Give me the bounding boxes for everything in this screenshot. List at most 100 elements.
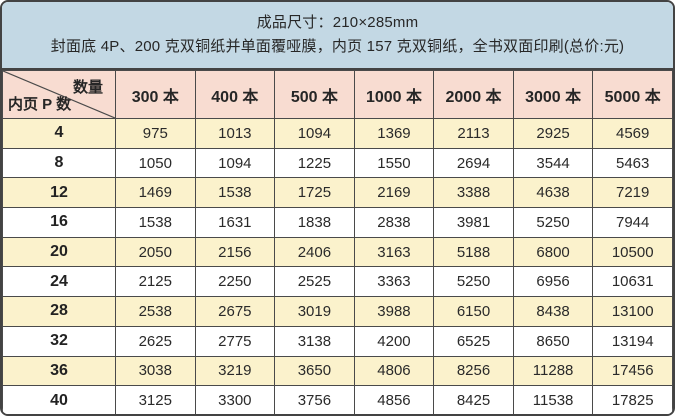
pages-cell: 16 [2,207,116,238]
price-cell: 1725 [274,177,355,209]
price-cell: 17456 [592,355,673,387]
price-cell: 2525 [274,266,355,298]
price-cell: 5463 [592,147,673,179]
price-cell: 6800 [512,236,594,268]
price-cell: 2675 [194,296,276,327]
price-cell: 3388 [433,177,514,209]
spec-material-line: 封面底 4P、200 克双铜纸并单面覆哑膜，内页 157 克双铜纸，全书双面印刷… [50,38,625,55]
price-cell: 2113 [433,118,514,149]
price-cell: 6150 [433,296,514,327]
column-header: 2000 本 [433,70,514,119]
price-cell: 1369 [353,118,435,149]
column-header: 300 本 [115,70,196,119]
price-cell: 2050 [115,236,196,268]
price-cell: 1225 [274,147,355,179]
price-cell: 8650 [512,325,594,357]
price-cell: 6525 [433,325,514,357]
pages-cell: 20 [2,236,116,268]
price-cell: 4638 [512,177,594,209]
table-row: 40 3125 3300 3756 4856 8425 11538 17825 [2,385,673,414]
price-cell: 6956 [512,266,594,298]
price-cell: 8256 [433,355,514,387]
price-cell: 1631 [194,207,276,238]
corner-quantity-label: 数量 [72,79,103,96]
price-cell: 17825 [592,385,673,414]
table-row: 16 1538 1631 1838 2838 3981 5250 7944 [2,207,673,238]
price-cell: 10500 [592,236,673,268]
price-cell: 4806 [353,355,435,387]
price-cell: 2694 [433,147,514,179]
price-cell: 1013 [194,118,276,149]
pages-cell: 32 [2,325,116,357]
pages-cell: 12 [2,177,116,209]
corner-pages-label: 内页 P 数 [8,96,72,113]
price-cell: 2156 [194,236,276,268]
price-cell: 3038 [115,355,196,387]
column-header: 5000 本 [592,70,673,119]
pages-cell: 4 [2,118,116,149]
price-cell: 7219 [592,177,673,209]
table-row: 20 2050 2156 2406 3163 5188 6800 10500 [2,236,673,268]
price-cell: 2406 [274,236,355,268]
price-cell: 975 [115,118,196,149]
price-cell: 2250 [194,266,276,298]
price-cell: 1538 [194,177,276,209]
diagonal-divider-line [3,71,115,118]
table-row: 32 2625 2775 3138 4200 6525 8650 13194 [2,325,673,357]
price-cell: 1050 [115,147,196,179]
header-row: 数量 内页 P 数 300 本 400 本 500 本 1000 本 2000 本 300… [2,70,673,119]
price-cell: 2838 [353,207,435,238]
price-cell: 11288 [512,355,594,387]
price-cell: 1838 [274,207,355,238]
price-cell: 13100 [592,296,673,327]
price-cell: 7944 [592,207,673,238]
table-row: 28 2538 2675 3019 3988 6150 8438 13100 [2,296,673,327]
price-cell: 3544 [512,147,594,179]
price-cell: 4200 [353,325,435,357]
pages-cell: 24 [2,266,116,298]
price-cell: 10631 [592,266,673,298]
price-cell: 1094 [274,118,355,149]
price-cell: 2775 [194,325,276,357]
price-table: 数量 内页 P 数 300 本 400 本 500 本 1000 本 2000 本 300… [2,70,673,414]
price-cell: 1550 [353,147,435,179]
pages-cell: 28 [2,296,116,327]
table-row: 36 3038 3219 3650 4806 8256 11288 17456 [2,355,673,387]
price-cell: 4856 [353,385,435,414]
price-cell: 13194 [592,325,673,357]
price-cell: 8425 [433,385,514,414]
price-cell: 3138 [274,325,355,357]
table-row: 8 1050 1094 1225 1550 2694 3544 5463 [2,147,673,179]
table-row: 12 1469 1538 1725 2169 3388 4638 7219 [2,177,673,209]
price-cell: 2125 [115,266,196,298]
price-table-body: 4 975 1013 1094 1369 2113 2925 4569 8 1050 1094 122… [2,118,673,414]
price-cell: 3300 [194,385,276,414]
price-cell: 2625 [115,325,196,357]
price-cell: 1538 [115,207,196,238]
price-cell: 5250 [433,266,514,298]
price-cell: 3163 [353,236,435,268]
price-cell: 3988 [353,296,435,327]
column-header: 400 本 [194,70,276,119]
table-row: 4 975 1013 1094 1369 2113 2925 4569 [2,118,673,149]
price-cell: 11538 [512,385,594,414]
price-cell: 1469 [115,177,196,209]
price-cell: 3363 [353,266,435,298]
price-cell: 4569 [592,118,673,149]
price-cell: 8438 [512,296,594,327]
price-cell: 2538 [115,296,196,327]
price-cell: 5188 [433,236,514,268]
price-cell: 2169 [353,177,435,209]
price-cell: 3756 [274,385,355,414]
column-header: 3000 本 [512,70,594,119]
price-cell: 3019 [274,296,355,327]
price-cell: 3125 [115,385,196,414]
price-cell: 2925 [512,118,594,149]
spec-size-line: 成品尺寸：210×285mm [256,14,419,31]
pages-cell: 8 [2,147,116,179]
spec-banner: 成品尺寸：210×285mm 封面底 4P、200 克双铜纸并单面覆哑膜，内页 … [2,2,673,70]
column-header: 500 本 [274,70,355,119]
price-cell: 1094 [194,147,276,179]
corner-cell: 数量 内页 P 数 [2,70,116,119]
